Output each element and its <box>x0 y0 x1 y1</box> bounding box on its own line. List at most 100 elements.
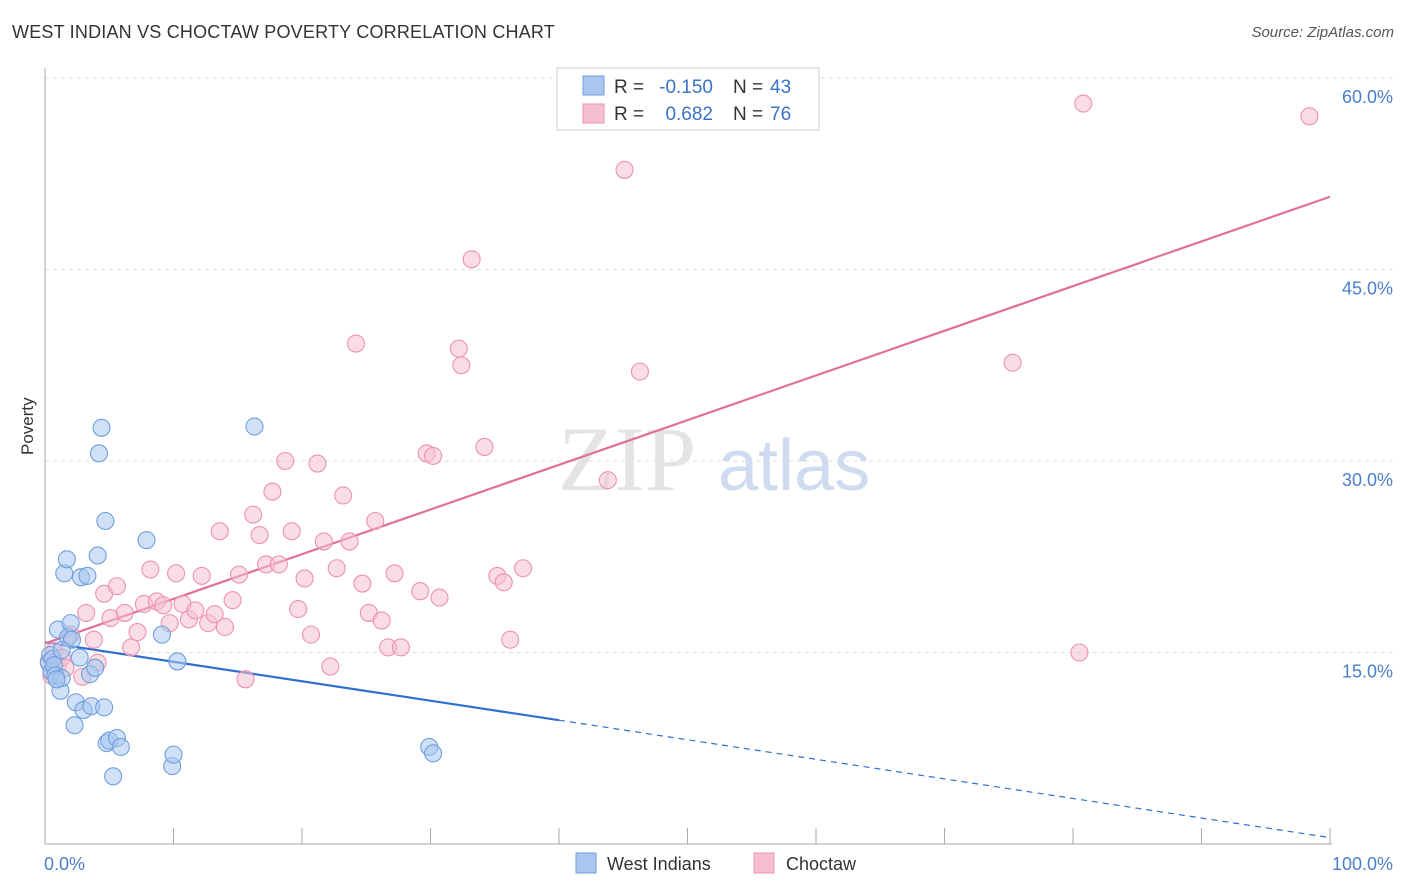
west-indians-point <box>78 566 97 585</box>
chart-title: WEST INDIAN VS CHOCTAW POVERTY CORRELATI… <box>12 22 555 42</box>
west-indians-point <box>104 767 123 786</box>
choctaw-point <box>107 577 127 596</box>
choctaw-point <box>308 454 327 473</box>
legend-r-value-2: 0.682 <box>665 104 713 125</box>
west-indians-point <box>88 546 107 565</box>
choctaw-point <box>301 625 321 644</box>
legend-r-label-2: R = <box>614 104 644 125</box>
axes <box>44 68 1332 845</box>
y-tick-label: 45.0% <box>1342 279 1393 299</box>
legend-n-label-1: N = <box>733 77 763 98</box>
choctaw-point <box>385 564 404 583</box>
bottom-legend-west-indians: West Indians <box>607 854 711 874</box>
choctaw-point <box>205 605 224 624</box>
bottom-legend-choctaw: Choctaw <box>786 854 857 874</box>
choctaw-point <box>501 630 520 649</box>
choctaw-point <box>340 532 359 551</box>
legend-n-value-2: 76 <box>770 104 791 125</box>
choctaw-point <box>154 596 173 615</box>
watermark-atlas: atlas <box>718 426 870 506</box>
choctaw-point <box>424 446 443 465</box>
y-tick-label: 15.0% <box>1342 662 1393 682</box>
west-indians-point <box>70 648 89 667</box>
choctaw-point <box>630 362 650 381</box>
choctaw-point <box>115 603 134 622</box>
choctaw-point <box>141 560 160 579</box>
choctaw-point <box>276 451 295 471</box>
grid-lines <box>45 77 1394 653</box>
choctaw-point <box>513 559 533 578</box>
west-indians-point <box>52 640 71 659</box>
west-indians-trend-line <box>44 641 560 722</box>
west-indians-point <box>245 417 264 436</box>
choctaw-point <box>263 482 282 501</box>
choctaw-point <box>1070 643 1089 662</box>
bottom-legend-swatch-choctaw <box>753 852 775 874</box>
west-indians-point <box>95 698 114 717</box>
choctaw-point <box>391 638 410 657</box>
choctaw-point <box>167 564 186 583</box>
choctaw-point <box>353 574 372 593</box>
choctaw-point <box>598 471 617 490</box>
legend-swatch-choctaw <box>582 103 605 124</box>
legend-n-value-1: 43 <box>770 77 791 98</box>
choctaw-point <box>1074 94 1093 113</box>
legend-n-label-2: N = <box>733 104 763 125</box>
west-indians-point <box>47 670 66 689</box>
west-indians-point <box>89 444 109 463</box>
choctaw-point <box>192 566 211 585</box>
choctaw-point <box>128 623 147 642</box>
choctaw-point <box>84 630 103 649</box>
choctaw-point <box>269 555 288 574</box>
west-indians-point <box>96 511 115 531</box>
bottom-legend: West Indians Choctaw <box>575 852 857 874</box>
choctaw-point <box>186 601 205 620</box>
choctaw-point <box>411 582 430 601</box>
choctaw-point <box>462 250 481 269</box>
west-indians-point <box>152 625 171 644</box>
choctaw-point <box>215 617 234 637</box>
choctaw-point <box>327 559 346 578</box>
choctaw-point <box>236 670 255 689</box>
choctaw-point <box>1300 107 1319 126</box>
choctaw-point <box>250 525 269 545</box>
choctaw-point <box>282 522 301 541</box>
y-tick-label: 30.0% <box>1342 470 1393 490</box>
source-label: Source: ZipAtlas.com <box>1251 24 1394 41</box>
west-indians-point <box>86 658 105 677</box>
choctaw-point <box>366 511 385 531</box>
west-indians-trend-extension <box>558 719 1331 839</box>
choctaw-point <box>314 532 333 551</box>
choctaw-point <box>77 603 96 622</box>
west-indians-point <box>137 531 156 550</box>
choctaw-point <box>295 569 314 588</box>
bottom-legend-swatch-west-indians <box>575 852 597 874</box>
legend-r-value-1: -0.150 <box>659 77 713 98</box>
trend-lines <box>44 195 1331 839</box>
choctaw-point <box>1003 353 1022 372</box>
choctaw-point <box>346 334 366 353</box>
choctaw-point <box>229 565 249 584</box>
watermark: ZIP atlas <box>558 408 870 510</box>
west-indians-point <box>164 745 183 764</box>
y-tick-label: 60.0% <box>1342 87 1393 107</box>
choctaw-point <box>494 573 513 592</box>
choctaw-point <box>334 486 353 505</box>
choctaw-point <box>452 356 471 375</box>
west-indians-point <box>424 744 443 763</box>
legend-r-label-1: R = <box>614 77 644 98</box>
x-tick-label-end: 100.0% <box>1332 854 1393 874</box>
choctaw-point <box>244 505 263 524</box>
west-indians-point <box>168 652 187 671</box>
choctaw-point <box>449 339 468 358</box>
choctaw-point <box>372 611 391 630</box>
west-indians-point <box>61 614 80 633</box>
choctaw-point <box>122 638 141 657</box>
choctaw-point <box>289 600 308 619</box>
west-indians-point <box>65 716 84 735</box>
west-indians-point <box>92 418 111 437</box>
choctaw-point <box>475 437 494 457</box>
choctaw-point <box>430 588 449 607</box>
west-indians-point <box>57 550 76 569</box>
